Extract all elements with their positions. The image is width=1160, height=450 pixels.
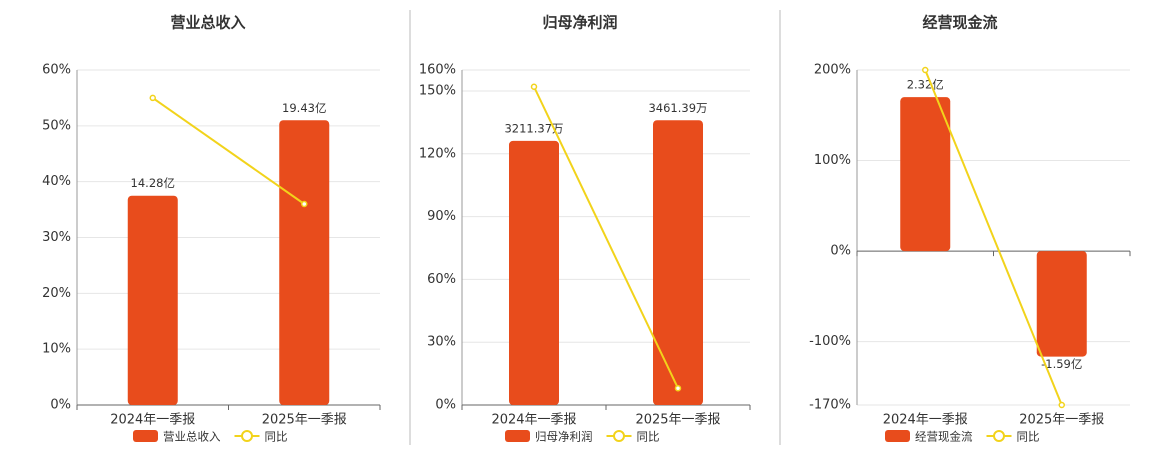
y-tick-label: 60% [427, 272, 456, 287]
legend-label: 经营现金流 [915, 430, 973, 444]
legend-label: 同比 [1017, 430, 1040, 444]
line [152, 97, 305, 205]
y-tick-label: -170% [809, 398, 851, 413]
point [149, 94, 156, 102]
legend-swatch [885, 430, 910, 442]
legend-label: 同比 [637, 430, 660, 444]
legend-swatch [613, 430, 625, 442]
bar [127, 195, 178, 405]
bar [509, 140, 559, 405]
point [530, 83, 538, 90]
value-label: 3461.39万 [648, 101, 707, 115]
value-label: 2.32亿 [907, 78, 944, 92]
bar [900, 97, 951, 252]
y-tick-label: 120% [419, 146, 456, 161]
value-label: 19.43亿 [282, 101, 326, 115]
y-tick-label: 30% [42, 230, 71, 245]
y-tick-label: 160% [419, 63, 456, 78]
bar [279, 120, 330, 405]
y-tick-label: -100% [809, 334, 851, 349]
y-tick-label: 0% [830, 244, 851, 259]
y-tick-label: 50% [42, 118, 71, 133]
bar [653, 120, 703, 405]
legend-swatch [133, 430, 158, 442]
chart-title: 归母净利润 [542, 14, 617, 32]
legend-label: 同比 [265, 430, 288, 444]
x-tick-label: 2024年一季报 [110, 413, 195, 428]
y-tick-label: 60% [42, 63, 71, 78]
x-tick-label: 2025年一季报 [635, 413, 720, 428]
y-tick-label: 20% [42, 286, 71, 301]
value-label: -1.59亿 [1041, 357, 1082, 371]
y-tick-label: 40% [42, 174, 71, 189]
x-tick-label: 2025年一季报 [1019, 413, 1104, 428]
value-label: 3211.37万 [504, 121, 563, 135]
point [301, 200, 308, 208]
line [924, 69, 1063, 406]
point [1058, 401, 1065, 409]
line [533, 86, 679, 389]
point [674, 385, 682, 392]
value-label: 14.28亿 [131, 176, 175, 190]
x-tick-label: 2024年一季报 [883, 413, 968, 428]
legend-swatch [505, 430, 530, 442]
y-tick-label: 0% [50, 398, 71, 413]
chart-title: 经营现金流 [922, 14, 997, 32]
x-tick-label: 2024年一季报 [491, 413, 576, 428]
x-tick-label: 2025年一季报 [262, 413, 347, 428]
y-tick-label: 200% [814, 63, 851, 78]
legend-swatch [993, 430, 1005, 442]
legend-label: 归母净利润 [535, 430, 593, 444]
point [922, 66, 929, 74]
y-tick-label: 10% [42, 342, 71, 357]
bar [1036, 251, 1087, 357]
y-tick-label: 30% [427, 335, 456, 350]
legend-label: 营业总收入 [163, 430, 221, 444]
y-tick-label: 0% [435, 398, 456, 413]
chart-title: 营业总收入 [170, 14, 245, 32]
y-tick-label: 100% [814, 153, 851, 168]
legend-swatch [241, 430, 253, 442]
y-tick-label: 150% [419, 83, 456, 98]
y-tick-label: 90% [427, 209, 456, 224]
